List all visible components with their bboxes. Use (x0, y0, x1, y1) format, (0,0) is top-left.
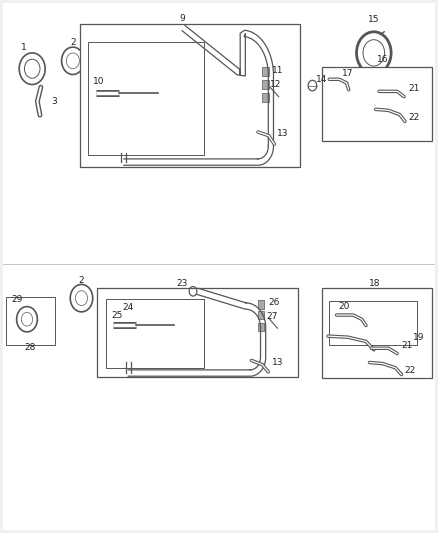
Text: 14: 14 (316, 75, 328, 84)
Text: 22: 22 (409, 113, 420, 122)
Text: 21: 21 (408, 84, 419, 93)
Text: 17: 17 (342, 69, 353, 78)
Text: 12: 12 (269, 80, 281, 89)
Bar (322, 67, 432, 141)
Text: 18: 18 (369, 279, 381, 288)
Bar (80, 24, 300, 167)
Bar (88, 42, 204, 155)
Text: 26: 26 (268, 298, 280, 307)
Bar (3, 266, 435, 530)
Text: 3: 3 (51, 97, 57, 106)
Text: 22: 22 (405, 366, 416, 375)
Text: 2: 2 (79, 276, 84, 285)
Text: 16: 16 (377, 55, 388, 64)
Bar (6, 297, 55, 344)
Text: 27: 27 (266, 312, 277, 321)
Text: 15: 15 (368, 15, 380, 24)
Text: 19: 19 (413, 333, 424, 342)
Text: 13: 13 (272, 358, 283, 367)
Text: 10: 10 (93, 77, 105, 86)
Bar (262, 80, 269, 89)
Bar (258, 300, 264, 309)
Text: 23: 23 (177, 279, 188, 288)
Text: 13: 13 (277, 128, 289, 138)
Text: 21: 21 (401, 341, 413, 350)
Bar (106, 299, 204, 368)
Text: 24: 24 (123, 303, 134, 312)
Bar (3, 3, 435, 266)
Bar (262, 67, 269, 76)
Text: 11: 11 (272, 66, 283, 75)
Text: 20: 20 (339, 302, 350, 311)
Bar (322, 288, 432, 378)
Bar (329, 301, 417, 344)
Text: 9: 9 (180, 14, 185, 23)
Text: 28: 28 (25, 343, 36, 352)
Text: 25: 25 (112, 311, 123, 319)
Text: 2: 2 (70, 38, 76, 47)
Text: 29: 29 (12, 295, 23, 304)
Bar (258, 323, 264, 332)
Bar (258, 311, 264, 319)
Bar (262, 93, 269, 102)
Bar (97, 288, 298, 377)
Text: 1: 1 (21, 43, 26, 52)
